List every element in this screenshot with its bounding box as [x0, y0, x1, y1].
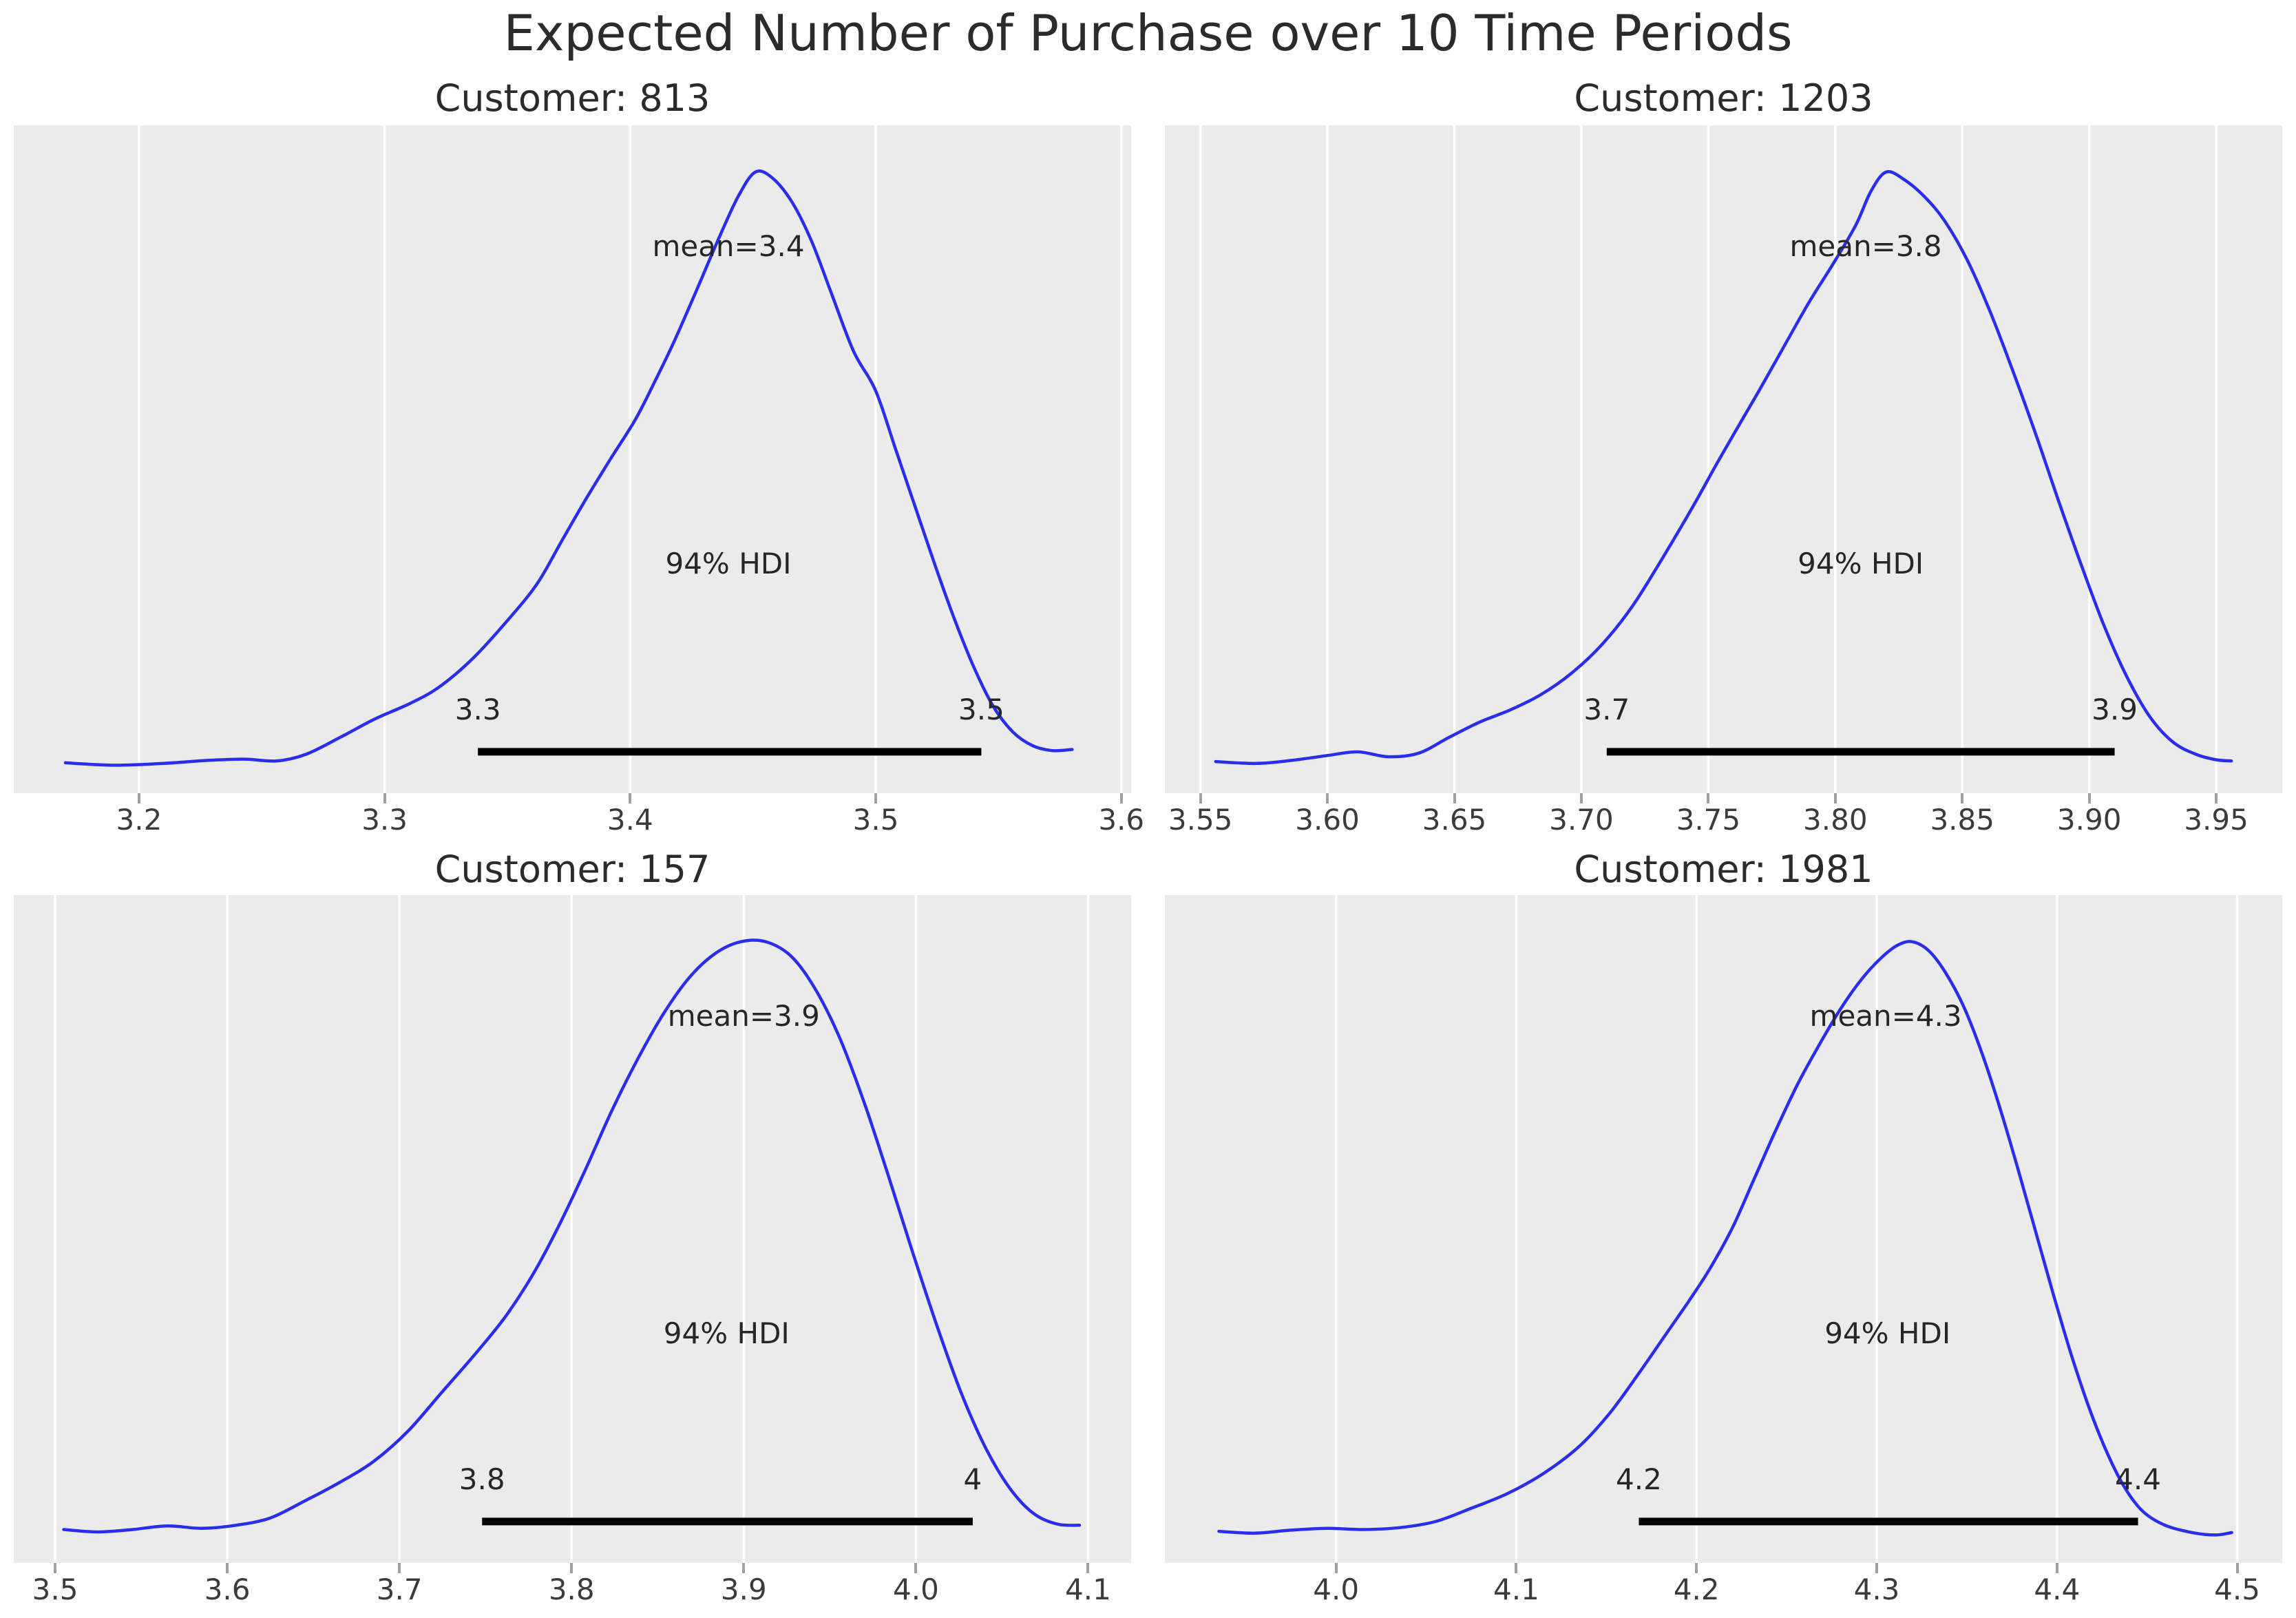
x-tick-mark — [1579, 793, 1583, 803]
x-axis: 3.5 3.6 3.7 3.8 3.9 4.0 4.1 — [14, 1563, 1131, 1618]
kde-curve — [1217, 940, 2233, 1537]
plot-area: mean=3.8 94% HDI 3.7 3.9 — [1165, 125, 2282, 793]
subplot-title: Customer: 157 — [434, 848, 710, 891]
x-tick-label: 4.5 — [2214, 1573, 2260, 1606]
x-tick-label: 4.3 — [1853, 1573, 1900, 1606]
x-tick-mark — [1875, 1563, 1878, 1573]
x-tick-label: 3.5 — [852, 803, 899, 837]
kde-plot-svg — [63, 125, 1123, 793]
x-tick-label: 3.80 — [1803, 803, 1868, 837]
x-tick-mark — [629, 793, 632, 803]
hdi-high-annotation: 4 — [963, 1462, 982, 1496]
x-tick-label: 3.55 — [1168, 803, 1233, 837]
kde-curve — [1214, 170, 2233, 766]
x-axis: 3.2 3.3 3.4 3.5 3.6 — [14, 793, 1144, 850]
hdi-high-annotation: 3.9 — [2092, 692, 2138, 726]
hdi-high-annotation: 3.5 — [958, 692, 1004, 726]
kde-curve — [63, 169, 1074, 767]
hdi-annotation: 94% HDI — [663, 1316, 790, 1351]
x-tick-mark — [914, 1563, 918, 1573]
x-tick-label: 3.6 — [1098, 803, 1145, 837]
kde-plot-svg — [1199, 125, 2233, 793]
x-tick-label: 3.65 — [1422, 803, 1487, 837]
x-tick-mark — [2235, 1563, 2239, 1573]
subplot-customer-1981: Customer: 1981 mean=4.3 94% HDI 4.2 4.4 … — [1165, 848, 2282, 1618]
x-tick-label: 3.95 — [2184, 803, 2248, 837]
x-tick-mark — [1833, 793, 1837, 803]
x-tick-label: 3.75 — [1676, 803, 1741, 837]
hdi-annotation: 94% HDI — [1824, 1316, 1951, 1351]
x-tick-mark — [1707, 793, 1710, 803]
x-tick-mark — [1334, 1563, 1338, 1573]
x-tick-mark — [742, 1563, 746, 1573]
x-tick-label: 4.0 — [892, 1573, 939, 1606]
hdi-low-annotation: 4.2 — [1616, 1462, 1662, 1496]
x-tick-label: 3.2 — [116, 803, 162, 837]
x-tick-mark — [570, 1563, 573, 1573]
x-tick-label: 4.1 — [1065, 1573, 1111, 1606]
mean-annotation: mean=3.8 — [1789, 229, 1942, 263]
plot-area: mean=3.4 94% HDI 3.3 3.5 — [14, 125, 1131, 793]
plot-area: mean=3.9 94% HDI 3.8 4 — [14, 895, 1131, 1563]
figure-title: Expected Number of Purchase over 10 Time… — [503, 4, 1793, 62]
x-tick-mark — [226, 1563, 229, 1573]
x-tick-label: 3.85 — [1930, 803, 1994, 837]
kde-plot-svg — [1217, 895, 2239, 1563]
x-tick-label: 3.6 — [204, 1573, 251, 1606]
subplot-title: Customer: 1981 — [1574, 848, 1873, 891]
kde-plot-svg — [54, 895, 1090, 1563]
subplot-title: Customer: 813 — [434, 76, 710, 120]
x-tick-mark — [1515, 1563, 1518, 1573]
x-tick-mark — [2087, 793, 2091, 803]
hdi-annotation: 94% HDI — [665, 547, 792, 581]
x-tick-mark — [137, 793, 140, 803]
x-tick-label: 4.0 — [1313, 1573, 1360, 1606]
x-tick-mark — [874, 793, 878, 803]
hdi-annotation: 94% HDI — [1798, 547, 1924, 581]
x-tick-label: 3.3 — [361, 803, 408, 837]
subplot-customer-813: Customer: 813 mean=3.4 94% HDI 3.3 3.5 3… — [14, 66, 1144, 850]
subplot-customer-1203: Customer: 1203 mean=3.8 94% HDI 3.7 3.9 … — [1165, 66, 2282, 850]
x-tick-mark — [383, 793, 386, 803]
x-tick-mark — [1453, 793, 1456, 803]
x-tick-label: 3.70 — [1549, 803, 1614, 837]
x-tick-mark — [1326, 793, 1329, 803]
x-tick-label: 3.8 — [548, 1573, 595, 1606]
x-tick-mark — [2215, 793, 2218, 803]
x-tick-label: 3.60 — [1295, 803, 1360, 837]
kde-curve — [62, 938, 1082, 1534]
subplot-title: Customer: 1203 — [1574, 76, 1873, 120]
x-tick-mark — [54, 1563, 57, 1573]
x-axis: 4.0 4.1 4.2 4.3 4.4 4.5 — [1165, 1563, 2282, 1618]
hdi-high-annotation: 4.4 — [2115, 1462, 2161, 1496]
subplot-customer-157: Customer: 157 mean=3.9 94% HDI 3.8 4 3.5… — [14, 848, 1131, 1618]
x-tick-mark — [1961, 793, 1964, 803]
x-tick-mark — [1199, 793, 1202, 803]
hdi-low-annotation: 3.7 — [1583, 692, 1630, 726]
x-tick-mark — [2055, 1563, 2058, 1573]
x-tick-label: 3.7 — [376, 1573, 423, 1606]
x-tick-mark — [1086, 1563, 1090, 1573]
x-tick-label: 3.9 — [720, 1573, 767, 1606]
hdi-low-annotation: 3.3 — [454, 692, 501, 726]
x-tick-mark — [1695, 1563, 1698, 1573]
x-tick-label: 3.5 — [32, 1573, 78, 1606]
x-tick-mark — [398, 1563, 401, 1573]
x-axis: 3.55 3.60 3.65 3.70 3.75 3.80 3.85 3.90 3.95 — [1165, 793, 2282, 850]
plot-area: mean=4.3 94% HDI 4.2 4.4 — [1165, 895, 2282, 1563]
mean-annotation: mean=3.9 — [667, 998, 820, 1033]
x-tick-mark — [1119, 793, 1123, 803]
x-tick-label: 4.1 — [1493, 1573, 1539, 1606]
x-tick-label: 4.4 — [2034, 1573, 2081, 1606]
x-tick-label: 3.4 — [607, 803, 653, 837]
hdi-low-annotation: 3.8 — [459, 1462, 505, 1496]
x-tick-label: 3.90 — [2056, 803, 2122, 837]
mean-annotation: mean=3.4 — [652, 229, 805, 263]
x-tick-label: 4.2 — [1673, 1573, 1720, 1606]
subplot-grid: Customer: 813 mean=3.4 94% HDI 3.3 3.5 3… — [0, 66, 2296, 1618]
mean-annotation: mean=4.3 — [1809, 998, 1962, 1033]
